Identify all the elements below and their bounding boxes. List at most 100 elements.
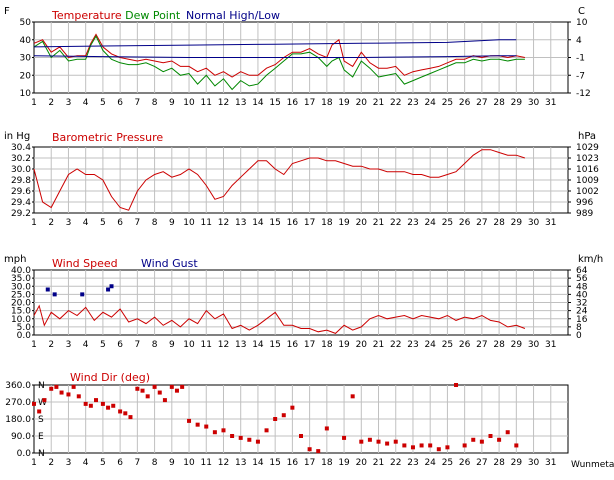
- x-tick-label: 1: [31, 218, 37, 228]
- series-line: [33, 149, 526, 211]
- x-tick-label: 7: [134, 98, 140, 108]
- x-tick-label: 27: [476, 98, 487, 108]
- x-tick-label: 9: [169, 458, 175, 468]
- data-point: [376, 439, 381, 444]
- x-tick-label: 5: [100, 458, 106, 468]
- data-point: [83, 401, 88, 406]
- data-point: [118, 409, 123, 414]
- x-tick-label: 24: [424, 458, 436, 468]
- x-tick-label: 27: [476, 340, 487, 350]
- x-tick-label: 5: [100, 98, 106, 108]
- data-point: [152, 384, 157, 389]
- x-tick-label: 21: [373, 340, 384, 350]
- y-tick-label: 5.0: [17, 323, 32, 333]
- x-tick-label: 27: [476, 218, 487, 228]
- x-tick-label: 30: [528, 458, 540, 468]
- x-tick-label: 31: [545, 218, 556, 228]
- x-tick-label: 7: [134, 340, 140, 350]
- x-tick-label: 20: [356, 458, 368, 468]
- data-point: [290, 405, 295, 410]
- right-tick-label: 64: [576, 266, 588, 276]
- x-tick-label: 7: [134, 218, 140, 228]
- data-point: [135, 386, 140, 391]
- pressure-right-unit: hPa: [578, 131, 596, 142]
- data-point: [76, 394, 81, 399]
- x-tick-label: 4: [83, 98, 89, 108]
- temperature-right-unit: C: [578, 6, 585, 17]
- right-tick-label: 1002: [576, 187, 599, 197]
- x-tick-label: 3: [66, 458, 72, 468]
- x-tick-label: 31: [545, 340, 556, 350]
- series-line: [33, 304, 526, 334]
- data-point: [488, 434, 493, 438]
- x-tick-label: 17: [304, 340, 315, 350]
- x-tick-label: 11: [201, 458, 212, 468]
- x-tick-label: 24: [424, 98, 436, 108]
- right-tick-label: 48: [576, 282, 588, 292]
- data-point: [497, 437, 502, 442]
- x-tick-label: 18: [321, 458, 333, 468]
- data-point: [106, 287, 111, 292]
- x-tick-label: 12: [218, 458, 229, 468]
- x-tick-label: 28: [493, 218, 505, 228]
- x-tick-label: 31: [545, 458, 556, 468]
- compass-label: S: [38, 415, 44, 425]
- right-tick-label: -1: [576, 54, 585, 64]
- x-tick-label: 23: [407, 340, 418, 350]
- series-line: [33, 55, 517, 58]
- data-point: [324, 426, 329, 431]
- x-tick-label: 6: [117, 458, 123, 468]
- x-tick-label: 25: [442, 458, 453, 468]
- right-tick-label: 24: [576, 307, 588, 317]
- data-point: [454, 383, 459, 387]
- compass-label: E: [38, 432, 44, 442]
- x-tick-label: 4: [83, 340, 89, 350]
- x-tick-label: 17: [304, 218, 315, 228]
- x-tick-label: 3: [66, 340, 72, 350]
- data-point: [42, 398, 47, 403]
- data-point: [45, 287, 50, 292]
- x-tick-label: 21: [373, 98, 384, 108]
- x-tick-label: 8: [152, 340, 158, 350]
- data-point: [187, 418, 192, 423]
- data-point: [221, 428, 226, 433]
- x-tick-label: 14: [252, 218, 264, 228]
- data-point: [145, 394, 150, 399]
- x-tick-label: 23: [407, 218, 418, 228]
- y-tick-label: 15.0: [11, 307, 31, 317]
- x-tick-label: 4: [83, 218, 89, 228]
- x-tick-label: 12: [218, 218, 229, 228]
- right-tick-label: 1009: [576, 176, 599, 186]
- y-tick-label: 30.2: [11, 154, 31, 164]
- legend-label: Wind Speed: [52, 257, 118, 270]
- data-point: [71, 384, 76, 389]
- data-point: [180, 384, 185, 389]
- x-tick-label: 2: [48, 340, 54, 350]
- y-tick-label: 180.0: [5, 415, 31, 425]
- x-tick-label: 29: [511, 340, 523, 350]
- x-tick-label: 8: [152, 98, 158, 108]
- data-point: [109, 284, 114, 289]
- x-tick-label: 22: [390, 98, 401, 108]
- right-tick-label: -12: [576, 89, 591, 99]
- y-tick-label: 50: [20, 18, 32, 28]
- y-tick-label: 29.4: [11, 198, 31, 208]
- x-tick-label: 15: [269, 218, 280, 228]
- x-tick-label: 19: [338, 218, 350, 228]
- data-point: [66, 392, 71, 397]
- series-line: [33, 33, 526, 78]
- x-tick-label: 25: [442, 98, 453, 108]
- wind-left-unit: mph: [4, 254, 26, 265]
- right-tick-label: 16: [576, 315, 588, 325]
- x-tick-label: 26: [459, 218, 471, 228]
- y-tick-label: 40.0: [11, 266, 31, 276]
- x-tick-label: 15: [269, 340, 280, 350]
- x-tick-label: 13: [235, 458, 246, 468]
- data-point: [385, 441, 390, 446]
- x-tick-label: 29: [511, 218, 523, 228]
- x-tick-label: 2: [48, 98, 54, 108]
- x-tick-label: 19: [338, 340, 350, 350]
- x-tick-label: 18: [321, 340, 333, 350]
